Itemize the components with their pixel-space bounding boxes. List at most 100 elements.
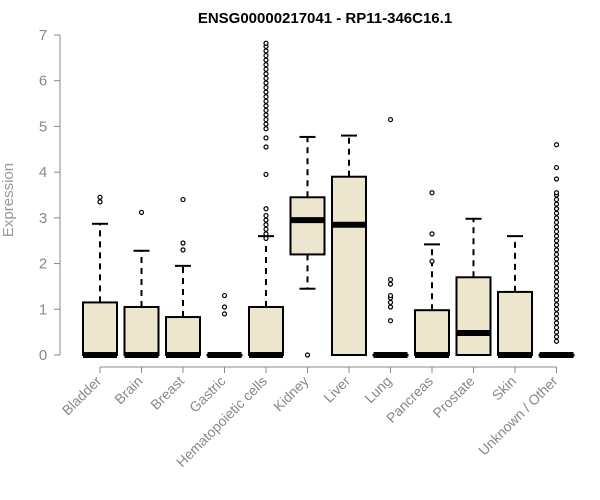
outlier-point: [263, 71, 269, 77]
y-tick-label: 5: [39, 118, 47, 135]
outlier-point: [263, 226, 269, 232]
outlier-point: [263, 231, 269, 237]
box-iqr: [331, 175, 367, 356]
outlier-point: [553, 260, 560, 267]
outlier-point: [221, 304, 228, 310]
x-tick-label: Kidney: [270, 373, 312, 415]
outlier-point: [553, 270, 560, 276]
outlier-point: [221, 292, 228, 299]
outlier-point: [553, 206, 560, 212]
outlier-point: [553, 292, 560, 299]
outlier-point: [138, 209, 145, 215]
outlier-point: [263, 40, 269, 46]
outlier-point: [553, 265, 560, 271]
outlier-point: [263, 75, 269, 82]
outlier-point: [97, 194, 103, 200]
box-group: [497, 235, 533, 358]
x-tick-label: Prostate: [429, 373, 477, 421]
outlier-point: [553, 190, 560, 196]
outlier-point: [553, 274, 560, 280]
outlier-point: [263, 206, 269, 212]
outlier-point: [263, 94, 269, 100]
outlier-point: [263, 126, 269, 132]
outlier-point: [553, 302, 560, 308]
outlier-point: [387, 116, 394, 123]
y-tick-label: 2: [39, 256, 47, 273]
x-tick-label: Bladder: [59, 373, 105, 419]
outlier-point: [263, 98, 269, 104]
box-group: [82, 194, 118, 358]
outlier-point: [263, 235, 269, 242]
y-axis-label: Expression: [0, 163, 17, 237]
box-iqr: [289, 196, 326, 256]
outlier-point: [553, 297, 560, 303]
outlier-point: [263, 135, 269, 141]
outlier-point: [553, 279, 560, 285]
outlier-point: [263, 89, 269, 95]
outlier-point: [263, 107, 269, 114]
outlier-point: [263, 171, 269, 178]
y-tick-label: 7: [39, 27, 47, 44]
outlier-point: [553, 315, 560, 322]
outlier-point: [429, 190, 435, 196]
box-group: [206, 292, 243, 358]
box-iqr: [123, 306, 160, 356]
outlier-point: [553, 324, 560, 331]
box-group: [248, 40, 284, 358]
outlier-point: [553, 164, 560, 171]
outlier-point: [263, 84, 269, 91]
outlier-point: [553, 242, 560, 248]
outlier-point: [553, 256, 560, 262]
outlier-point: [263, 103, 269, 109]
outlier-point: [97, 199, 103, 205]
outlier-point: [553, 210, 560, 216]
outlier-point: [221, 311, 228, 317]
box-iqr: [414, 309, 450, 357]
chart-title: ENSG00000217041 - RP11-346C16.1: [198, 10, 452, 27]
outlier-point: [553, 196, 560, 203]
outlier-point: [553, 176, 560, 182]
outlier-point: [553, 251, 560, 258]
box-group: [455, 217, 492, 356]
box-group: [289, 135, 326, 358]
box-group: [331, 134, 367, 356]
outlier-point: [263, 48, 269, 54]
outlier-point: [263, 52, 269, 59]
outlier-point: [263, 212, 269, 219]
outlier-point: [429, 231, 435, 237]
outlier-point: [387, 318, 394, 324]
outlier-point: [387, 299, 394, 306]
outlier-point: [553, 338, 560, 344]
y-tick-label: 6: [39, 73, 47, 90]
outlier-point: [387, 276, 394, 283]
outlier-point: [263, 80, 269, 86]
y-tick-label: 0: [39, 347, 47, 364]
box-iqr: [455, 276, 492, 356]
outlier-point: [553, 283, 560, 290]
outlier-point: [429, 258, 435, 264]
x-tick-label: Lung: [361, 373, 394, 406]
box-iqr: [248, 306, 284, 356]
box-iqr: [497, 290, 533, 356]
outlier-point: [553, 306, 560, 312]
x-tick-label: Liver: [320, 373, 353, 406]
box-group: [414, 190, 450, 358]
outlier-point: [553, 247, 560, 253]
outlier-point: [553, 215, 560, 221]
outlier-point: [553, 228, 560, 235]
box-iqr: [165, 316, 201, 356]
outlier-point: [263, 116, 269, 123]
box-iqr: [82, 301, 118, 356]
outlier-point: [387, 292, 394, 299]
x-tick-label: Skin: [489, 373, 520, 404]
outlier-point: [263, 144, 269, 150]
outlier-point: [263, 112, 269, 118]
outlier-point: [263, 57, 269, 63]
outlier-point: [553, 329, 560, 335]
y-tick-label: 1: [39, 301, 47, 318]
y-tick-label: 3: [39, 210, 47, 227]
outlier-point: [553, 311, 560, 317]
box-group: [538, 142, 575, 358]
outlier-point: [180, 247, 186, 253]
